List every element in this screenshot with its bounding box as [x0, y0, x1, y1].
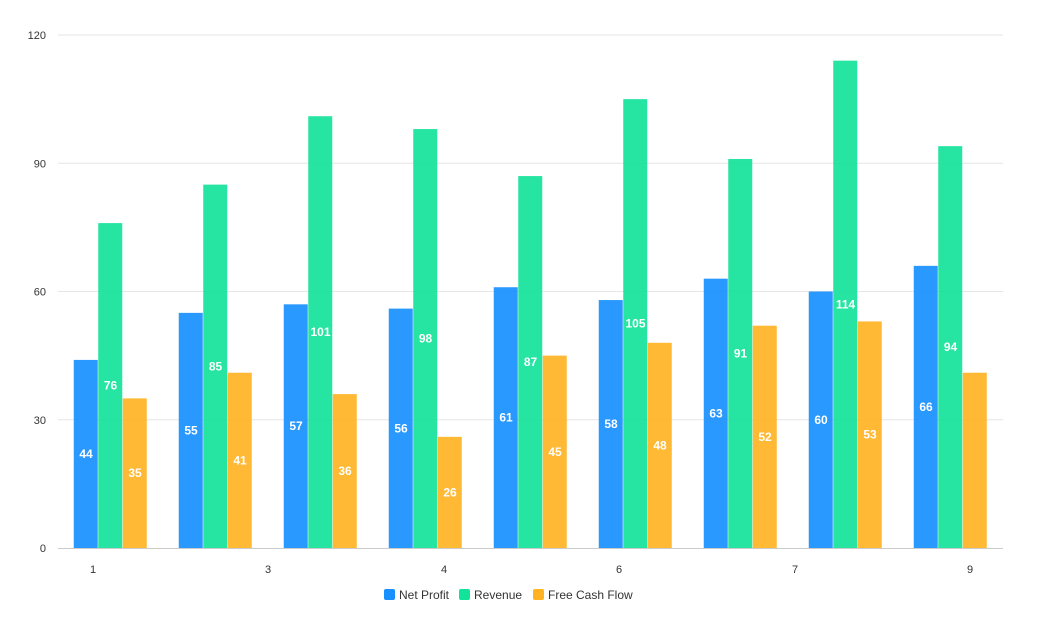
bar — [623, 99, 648, 548]
data-label: 98 — [419, 332, 433, 346]
legend-swatch — [533, 589, 544, 600]
data-label: 66 — [919, 400, 933, 414]
x-tick-label: 9 — [967, 564, 973, 576]
x-tick-label: 1 — [90, 564, 96, 576]
bar — [203, 184, 228, 548]
bar — [227, 372, 252, 548]
bar — [542, 355, 567, 548]
bar — [493, 287, 518, 548]
data-label: 61 — [499, 411, 513, 425]
data-label: 94 — [944, 340, 958, 354]
bar — [73, 359, 98, 548]
bar — [332, 394, 357, 548]
data-label: 76 — [104, 379, 118, 393]
data-label: 60 — [814, 413, 828, 427]
bar — [283, 304, 308, 548]
bar — [752, 325, 777, 548]
legend-label: Revenue — [474, 588, 522, 602]
data-label: 44 — [79, 447, 93, 461]
bar — [857, 321, 882, 548]
bar — [308, 116, 333, 548]
bar — [703, 278, 728, 548]
data-label: 55 — [184, 423, 198, 437]
bar — [122, 398, 147, 548]
bar — [518, 176, 543, 548]
bar — [938, 146, 963, 548]
legend-label: Net Profit — [399, 588, 450, 602]
bar — [98, 223, 123, 548]
data-label: 56 — [394, 421, 408, 435]
legend: Net Profit Revenue Free Cash Flow — [384, 588, 633, 602]
data-label: 35 — [128, 466, 142, 480]
data-label: 58 — [604, 417, 618, 431]
x-tick-label: 6 — [616, 564, 622, 576]
y-tick-label: 90 — [34, 158, 46, 170]
bar — [647, 342, 672, 548]
data-label: 87 — [524, 355, 538, 369]
data-label: 85 — [209, 359, 223, 373]
data-label: 63 — [709, 406, 723, 420]
legend-item: Free Cash Flow — [533, 588, 633, 602]
legend-swatch — [459, 589, 470, 600]
y-tick-label: 0 — [40, 543, 46, 555]
x-tick-label: 3 — [265, 564, 271, 576]
bar — [413, 129, 438, 549]
data-label: 53 — [863, 428, 877, 442]
series-free-cash-flow: 35 41 36 26 45 48 52 53 — [122, 321, 987, 548]
legend-item: Net Profit — [384, 588, 450, 602]
data-label: 105 — [625, 317, 645, 331]
series-revenue: 76 85 101 98 87 105 91 114 94 — [98, 60, 963, 549]
data-label: 52 — [758, 430, 772, 444]
data-label: 41 — [233, 453, 247, 467]
bar — [598, 300, 623, 548]
bar — [388, 308, 413, 548]
legend-item: Revenue — [459, 588, 522, 602]
bar — [437, 436, 462, 548]
data-label: 57 — [289, 419, 303, 433]
bar — [962, 372, 987, 548]
bar — [728, 158, 753, 548]
legend-label: Free Cash Flow — [548, 588, 633, 602]
bar — [808, 291, 833, 548]
x-tick-label: 7 — [792, 564, 798, 576]
y-tick-label: 120 — [28, 30, 46, 42]
series-net-profit: 44 55 57 56 61 58 63 60 66 — [73, 265, 938, 548]
bar — [833, 60, 858, 549]
data-label: 91 — [734, 346, 748, 360]
data-label: 114 — [836, 297, 856, 311]
data-label: 48 — [653, 438, 667, 452]
data-label: 45 — [548, 445, 562, 459]
data-label: 36 — [338, 464, 352, 478]
y-tick-label: 60 — [34, 287, 46, 299]
data-label: 101 — [310, 325, 330, 339]
y-tick-label: 30 — [34, 415, 46, 427]
legend-swatch — [384, 589, 395, 600]
bar — [913, 265, 938, 548]
data-label: 26 — [443, 485, 457, 499]
x-tick-label: 4 — [441, 564, 447, 576]
bar — [178, 312, 203, 548]
